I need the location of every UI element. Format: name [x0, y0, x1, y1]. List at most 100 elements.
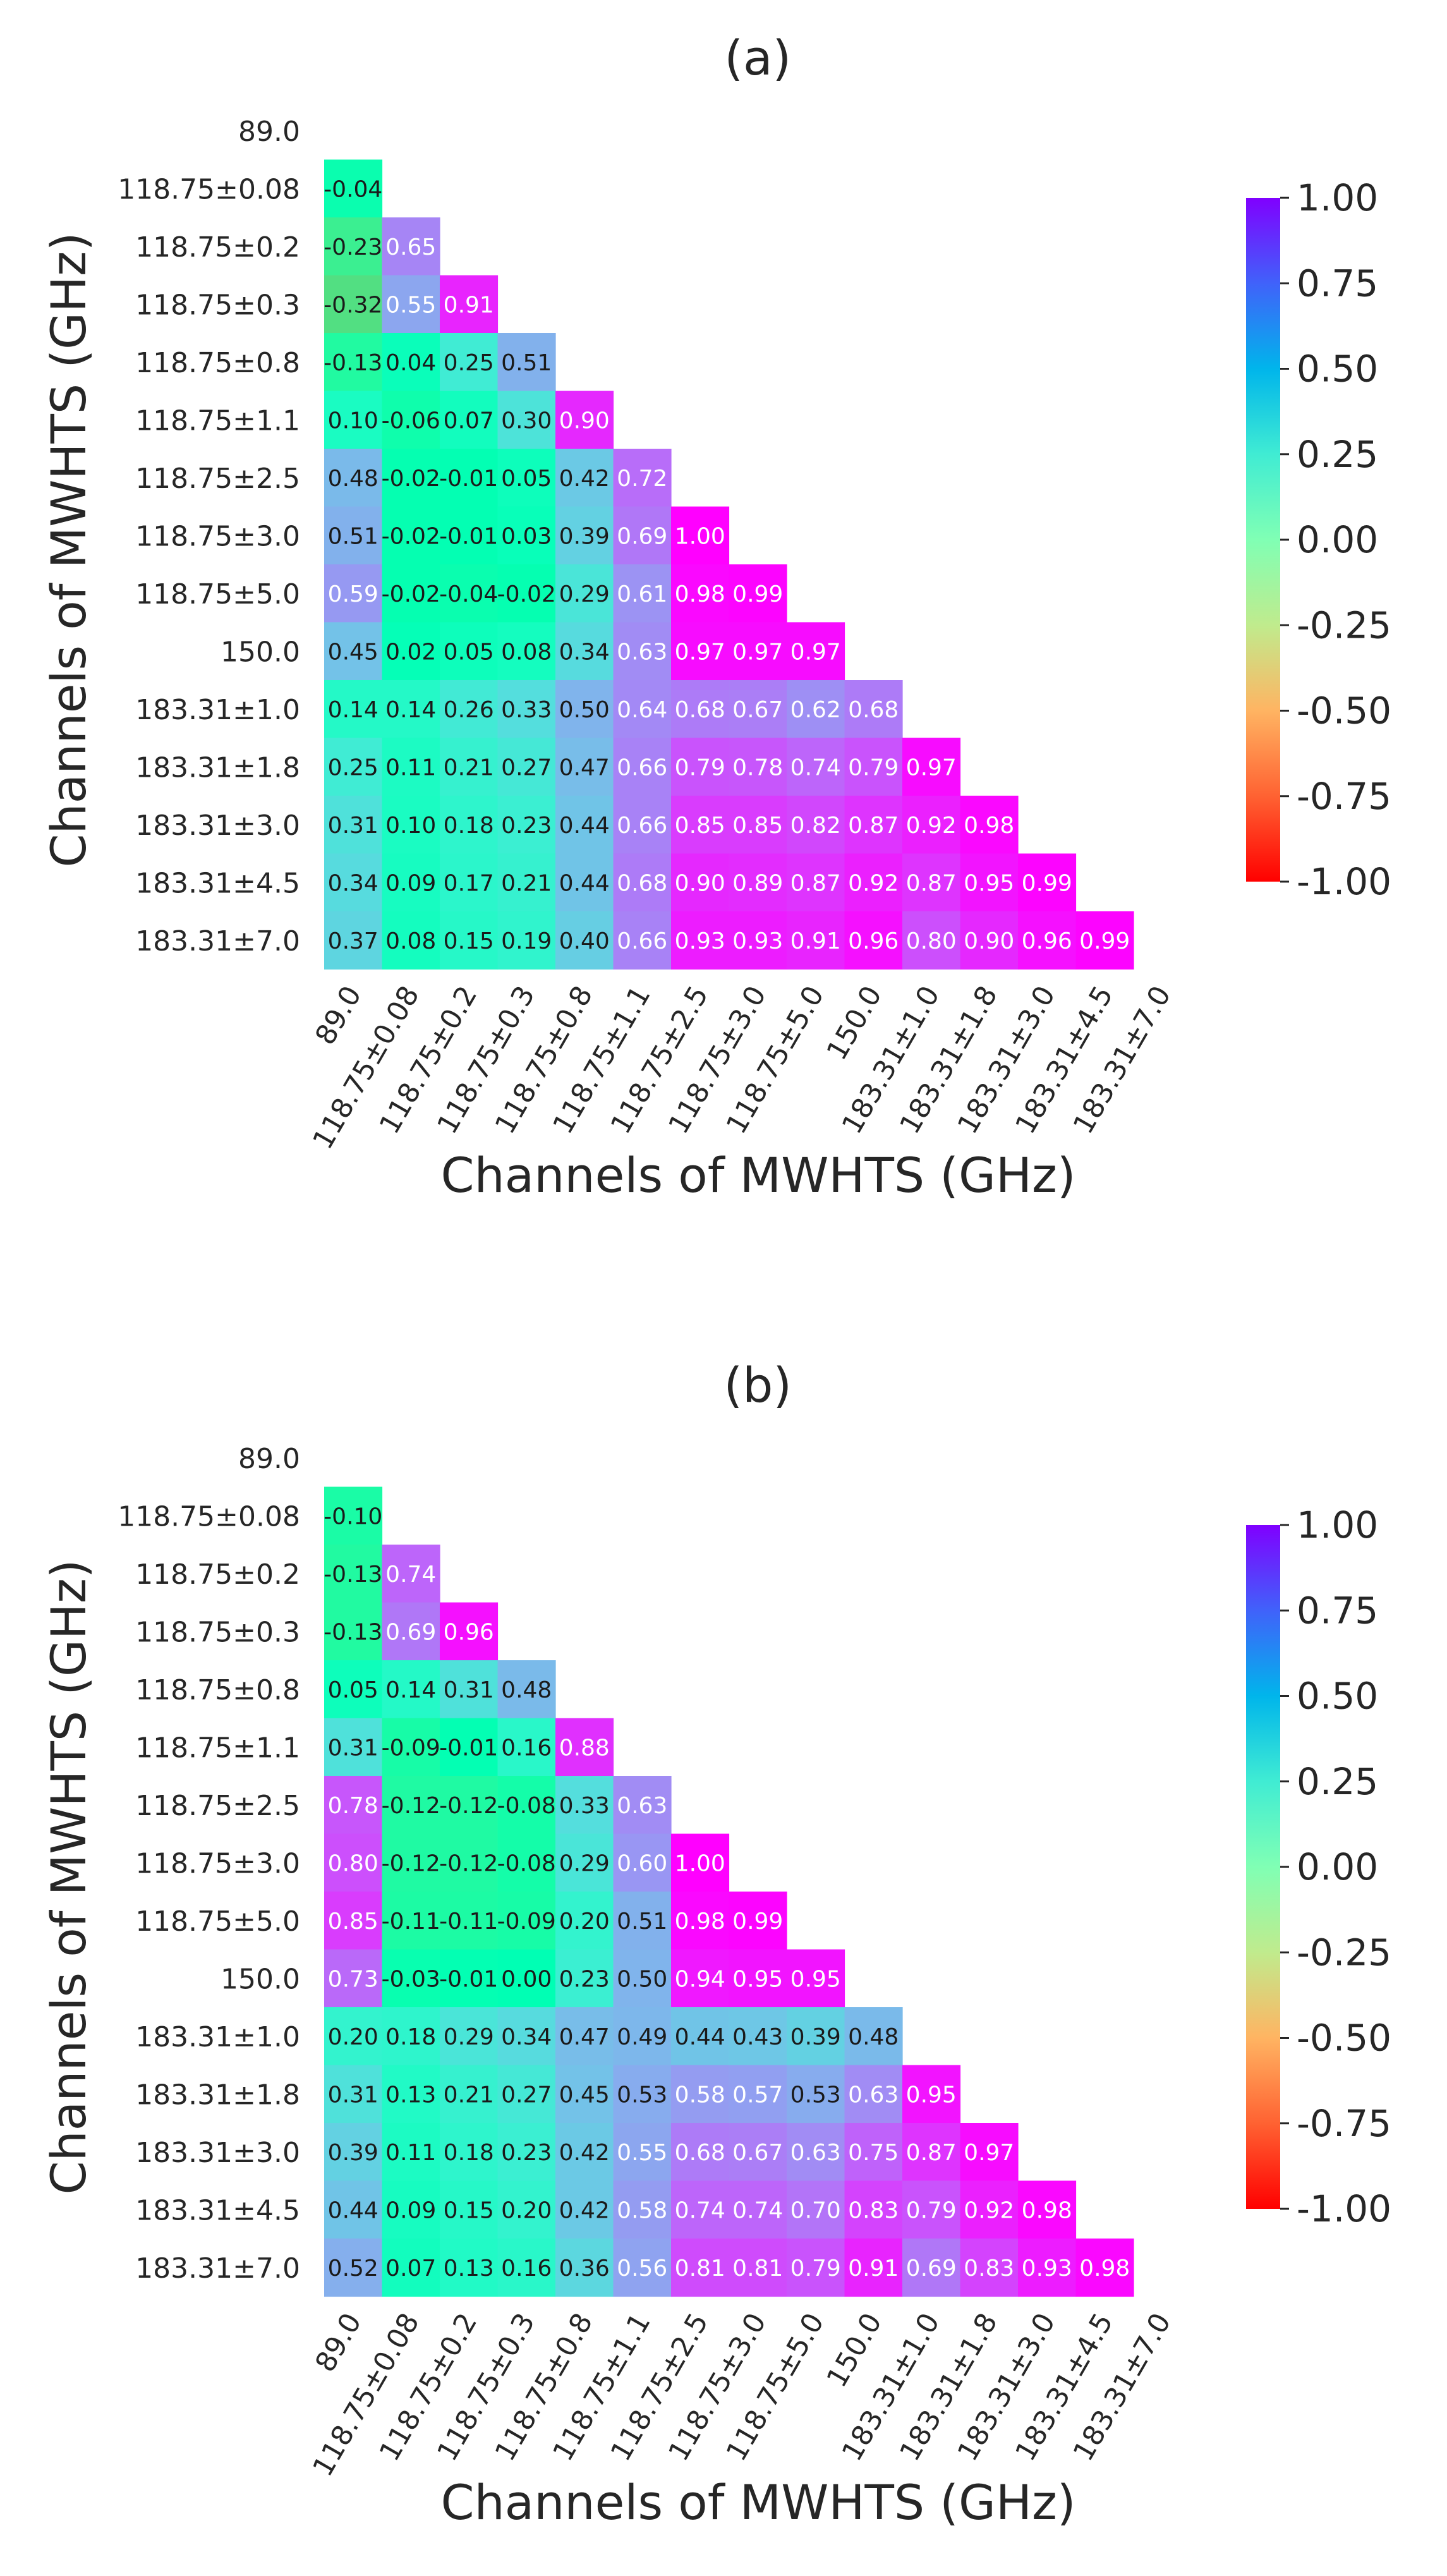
cell-value-label: 0.58: [675, 2082, 725, 2108]
heatmap-cell: [324, 2123, 383, 2182]
y-tick-label: 118.75±0.8: [135, 347, 300, 379]
cell-value-label: 0.50: [617, 1966, 667, 1992]
heatmap-cell: [555, 853, 614, 912]
cell-value-label: -0.13: [324, 1562, 382, 1588]
cell-value-label: 0.98: [964, 813, 1014, 839]
colorbar-tick-label: 0.25: [1297, 1760, 1378, 1803]
y-tick-label: 118.75±0.3: [135, 1616, 300, 1648]
colorbar-tick-label: 1.00: [1297, 176, 1378, 219]
cell-value-label: 0.90: [675, 870, 725, 896]
y-tick-label: 118.75±3.0: [135, 520, 300, 552]
cell-value-label: 0.29: [444, 2024, 494, 2050]
colorbar: [1246, 198, 1280, 882]
colorbar-tick-label: -1.00: [1297, 2187, 1391, 2230]
cell-value-label: -0.04: [439, 581, 498, 607]
heatmap-cell: [1018, 2180, 1077, 2239]
cell-value-label: 0.14: [385, 697, 436, 723]
colorbar-tick-label: -0.50: [1297, 690, 1391, 732]
heatmap-cell: [382, 853, 440, 912]
heatmap-cell: [324, 2180, 383, 2239]
cell-value-label: 0.94: [675, 1966, 725, 1992]
heatmap-cell: [844, 2065, 903, 2123]
chart-title: (a): [724, 30, 791, 86]
cell-value-label: 0.20: [328, 2024, 378, 2050]
cell-value-label: 0.97: [790, 639, 841, 665]
heatmap-cell: [613, 738, 672, 796]
cell-value-label: -0.12: [382, 1850, 440, 1876]
cell-value-label: 0.08: [385, 928, 436, 954]
heatmap-cell: [324, 1486, 383, 1545]
heatmap-cell: [382, 2239, 440, 2297]
cell-value-label: 0.45: [328, 639, 378, 665]
heatmap-cell: [844, 911, 903, 970]
cell-value-label: 0.89: [732, 870, 783, 896]
cell-value-label: 0.74: [790, 755, 841, 781]
heatmap-cell: [497, 506, 556, 565]
cell-value-label: -0.01: [439, 1735, 498, 1761]
heatmap-cell: [555, 1776, 614, 1835]
cell-value-label: -0.13: [324, 350, 382, 376]
cell-value-label: -0.01: [439, 523, 498, 549]
heatmap-cell: [729, 622, 787, 681]
cell-value-label: -0.32: [324, 292, 382, 318]
y-tick-label: 183.31±7.0: [135, 925, 300, 957]
heatmap-cell: [440, 2007, 499, 2066]
colorbar-tick-label: -0.25: [1297, 1931, 1391, 1974]
heatmap-cell: [382, 680, 440, 739]
heatmap-cell: [324, 1718, 383, 1777]
cell-value-label: 0.91: [790, 928, 841, 954]
cell-value-label: 0.48: [328, 466, 378, 492]
cell-value-label: 0.97: [964, 2140, 1014, 2166]
cell-value-label: -0.23: [324, 234, 382, 260]
cell-value-label: 0.47: [559, 755, 610, 781]
heatmap-cell: [613, 449, 672, 507]
cell-value-label: -0.03: [382, 1966, 440, 1992]
cell-value-label: 0.29: [559, 1850, 610, 1876]
colorbar-tick-label: -0.75: [1297, 2102, 1391, 2145]
cell-value-label: 0.04: [385, 350, 436, 376]
heatmap-cell: [555, 1892, 614, 1950]
cell-value-label: 0.56: [617, 2256, 667, 2281]
heatmap-cell: [555, 911, 614, 970]
cell-value-label: 0.23: [501, 813, 552, 839]
cell-value-label: 0.16: [501, 2256, 552, 2281]
cell-value-label: -0.13: [324, 1619, 382, 1645]
heatmap-cell: [382, 506, 440, 565]
heatmap-cell: [555, 2065, 614, 2123]
heatmap-cell: [729, 680, 787, 739]
heatmap-cell: [671, 2180, 730, 2239]
cell-value-label: 0.39: [559, 523, 610, 549]
heatmap-cell: [382, 1545, 440, 1603]
heatmap-cell: [671, 1949, 730, 2008]
heatmap-cell: [844, 2180, 903, 2239]
heatmap-cell: [497, 680, 556, 739]
cell-value-label: 0.25: [444, 350, 494, 376]
heatmap-cell: [613, 2180, 672, 2239]
heatmap-cell: [382, 1833, 440, 1892]
y-tick-label: 118.75±2.5: [135, 463, 300, 495]
heatmap-cell: [324, 391, 383, 449]
heatmap-cell: [440, 1949, 499, 2008]
heatmap-cell: [671, 1892, 730, 1950]
cell-value-label: 0.52: [328, 2256, 378, 2281]
heatmap-cell: [440, 333, 499, 392]
cell-value-label: 0.18: [385, 2024, 436, 2050]
y-tick-label: 183.31±1.0: [135, 2021, 300, 2053]
cell-value-label: 1.00: [675, 1850, 725, 1876]
cell-value-label: 0.93: [675, 928, 725, 954]
cell-value-label: 0.61: [617, 581, 667, 607]
heatmap-cell: [729, 853, 787, 912]
cell-value-label: 0.17: [444, 870, 494, 896]
cell-value-label: 0.13: [444, 2256, 494, 2281]
y-tick-label: 183.31±3.0: [135, 810, 300, 842]
heatmap-cell: [729, 2180, 787, 2239]
heatmap-cell: [324, 506, 383, 565]
heatmap-cell: [555, 506, 614, 565]
cell-value-label: 0.16: [501, 1735, 552, 1761]
cell-value-label: 0.34: [501, 2024, 552, 2050]
heatmap-cell: [613, 853, 672, 912]
cell-value-label: 0.20: [501, 2197, 552, 2223]
heatmap-cell: [382, 622, 440, 681]
cell-value-label: 0.33: [559, 1793, 610, 1819]
colorbar-tick-label: -0.50: [1297, 2017, 1391, 2060]
